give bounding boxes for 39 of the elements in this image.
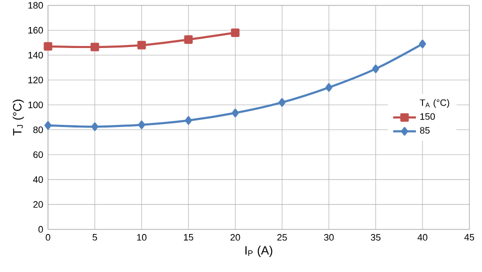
point <box>184 116 192 125</box>
y-tick-label: 80 <box>33 126 43 134</box>
x-tick-label: 40 <box>418 234 428 241</box>
y-tick-label: 140 <box>28 52 43 58</box>
point <box>184 35 193 44</box>
y-tick-label: 120 <box>28 76 43 84</box>
point <box>325 83 332 92</box>
legend-label: 150 <box>420 113 435 120</box>
x-tick-label: 45 <box>464 234 474 241</box>
legend-title: T$_{A}$ (°C) <box>420 99 450 108</box>
x-tick-label: 0 <box>46 234 50 241</box>
x-tick-label: 15 <box>184 234 194 241</box>
point <box>232 108 239 118</box>
y-tick-label: 60 <box>33 151 43 158</box>
y-tick-label: 180 <box>28 2 43 9</box>
x-tick-label: 30 <box>324 234 334 241</box>
x-tick-label: 10 <box>137 234 146 241</box>
y-tick-label: 20 <box>33 201 43 208</box>
y-tick-label: 160 <box>28 26 43 34</box>
point <box>419 40 426 48</box>
point <box>91 122 98 131</box>
x-tick-label: 20 <box>230 234 240 241</box>
y-tick-label: 100 <box>28 102 43 108</box>
point <box>138 120 146 130</box>
point <box>278 98 286 107</box>
point <box>230 28 240 37</box>
point <box>90 42 100 52</box>
point <box>44 121 52 130</box>
point <box>137 40 146 50</box>
x-tick-label: 35 <box>370 234 380 241</box>
point <box>44 42 52 51</box>
y-tick-label: 0 <box>38 226 43 233</box>
legend-label: 85 <box>420 127 430 134</box>
x-tick-label: 25 <box>277 234 287 241</box>
y-axis-title: T$_{J}$ (°C) <box>12 100 24 136</box>
x-tick-label: 5 <box>92 234 98 241</box>
x-axis-title: I$_{P}$ (A) <box>245 246 272 257</box>
point <box>372 64 380 74</box>
y-tick-label: 40 <box>33 176 43 183</box>
